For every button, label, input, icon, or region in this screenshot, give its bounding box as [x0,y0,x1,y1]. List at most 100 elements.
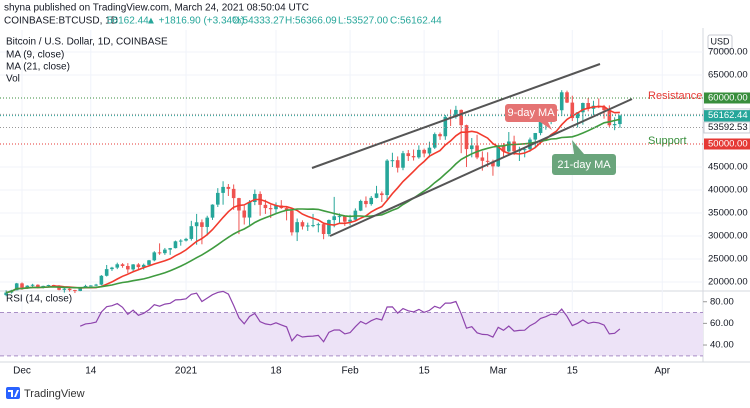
candle-body [369,197,374,205]
candle-body [459,109,463,126]
currency-button[interactable] [707,34,733,50]
candle-body [284,208,289,211]
x-tick-label: 15 [567,366,579,377]
y-tick-label: 20000.00 [708,277,748,288]
candle-body [184,238,188,241]
price-badge [704,138,750,150]
candle-body [311,225,315,227]
y-tick-label: 45000.00 [708,162,748,173]
candle-body [438,134,442,137]
candle-body [141,264,146,268]
candle-body [205,217,210,227]
y-tick-label: 70000.00 [708,47,748,58]
candle-body [464,125,469,150]
x-tick-label: 15 [419,366,431,377]
symbol: COINBASE:BTCUSD, 1D [4,16,118,27]
candle-body [565,92,569,103]
candle-body [348,219,352,222]
candle-body [406,153,411,157]
candle-body [104,269,109,276]
symbol-row: COINBASE:BTCUSD, 1D 56162.44 ▲ +1816.90 … [4,16,442,27]
candle-body [147,260,151,265]
legend-item: MA (21, close) [6,62,70,73]
candle-body [385,160,389,196]
annotation: Resistance [648,90,702,102]
candle-body [36,284,40,288]
candle-body [432,134,437,148]
candle-body [507,141,511,152]
logo-glyph [8,390,19,397]
x-tick-label: 14 [85,366,97,377]
candle-body [231,188,236,199]
candle-body [443,116,448,137]
candle-body [454,109,458,117]
candle-body [395,160,400,168]
x-tick-label: Dec [13,366,31,377]
candle-body [327,220,331,235]
candle-body [131,264,135,270]
candle-body [242,210,247,218]
price-badge [704,92,750,104]
x-tick-label: Mar [490,366,508,377]
ma-line [5,105,620,294]
candle-body [559,92,564,111]
candle-body [67,288,72,291]
candle-body [512,141,516,152]
candle-body [522,149,527,151]
y-tick-label: 35000.00 [708,208,748,219]
price-badge-label: 56162.44 [708,110,748,121]
rsi-tick-label: 40.00 [710,340,734,351]
trend-line-upper [311,63,601,169]
rsi-tick-label: 60.00 [710,318,734,329]
candle-body [274,205,278,210]
candle-body [305,225,310,227]
candle-body [607,110,612,126]
candle-body [401,153,405,168]
candle-body [247,201,252,218]
candle-body [73,290,77,292]
annotation: 21-day MA [557,159,611,171]
candle-body [581,103,585,113]
candle-body [168,248,172,250]
candle-body [215,192,220,205]
x-tick-label: Apr [654,366,670,377]
candle-body [586,103,590,109]
x-tick-label: Feb [341,366,359,377]
chart-title: Bitcoin / U.S. Dollar, 1D, COINBASE [6,37,168,48]
currency[interactable]: USD [710,36,730,46]
candle-body [390,160,395,162]
candle-body [374,193,379,198]
candle-body [337,216,342,218]
candle-body [480,157,485,161]
candle-body [332,216,336,221]
candle-body [321,224,326,235]
candle-body [94,284,98,286]
candle-body [99,275,104,285]
price-badge-label: 50000.00 [708,139,748,150]
trend-line-lower [329,98,633,237]
axes: 20000.00 25000.00 30000.00 35000.00 40000.00… [13,47,750,377]
candle-body [46,284,51,286]
price-badge-label: 53592.53 [708,122,748,133]
rsi-line [79,290,621,343]
candle-body [570,102,575,119]
candle-body [62,288,67,290]
y-tick-label: 65000.00 [708,70,748,81]
candle-body [411,156,416,158]
price-badge-label: 60000.00 [708,93,748,104]
y-tick-label: 40000.00 [708,185,748,196]
candle-body [88,285,93,287]
y-tick-label: 25000.00 [708,254,748,265]
candle-body [469,145,474,150]
rsi-title: RSI (14, close) [6,294,72,305]
candle-body [120,264,125,266]
candle-body [189,226,194,239]
candle-body [290,210,294,233]
annotation-21day: 21-day MA [552,140,616,175]
candle-body [316,224,321,226]
publisher: shyna published on TradingView.com, Marc… [4,3,309,14]
candle-body [226,186,231,189]
candle-body [115,264,120,268]
candle-body [491,161,495,167]
